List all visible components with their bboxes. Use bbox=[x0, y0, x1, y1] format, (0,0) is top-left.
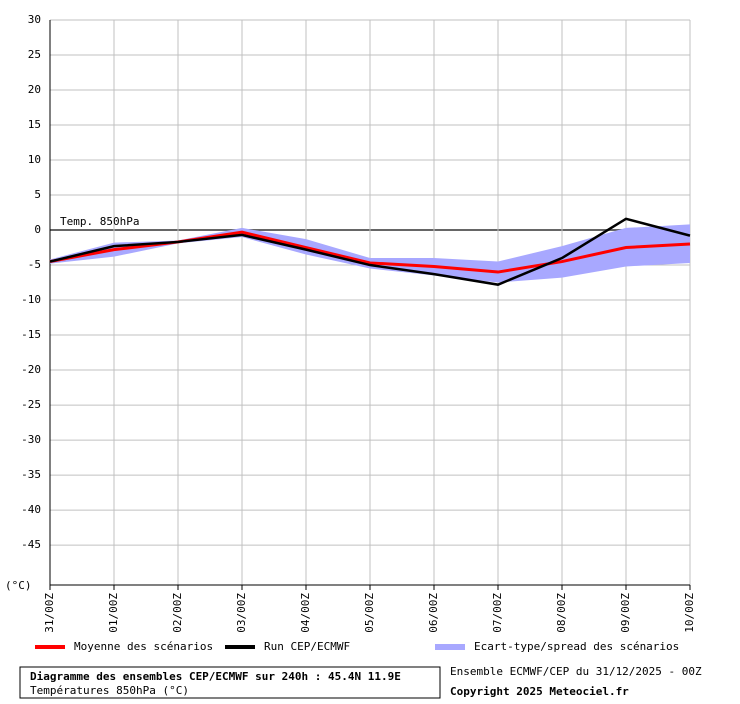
y-tick-label: -45 bbox=[21, 538, 41, 551]
legend-label: Ecart-type/spread des scénarios bbox=[474, 640, 679, 653]
y-tick-label: -5 bbox=[28, 258, 41, 271]
footer-run: Ensemble ECMWF/CEP du 31/12/2025 - 00Z bbox=[450, 665, 702, 678]
x-tick-label: 03/00Z bbox=[235, 593, 248, 633]
x-tick-label: 07/00Z bbox=[491, 593, 504, 633]
footer-box bbox=[19, 666, 441, 699]
y-tick-label: -10 bbox=[21, 293, 41, 306]
annotation: Temp. 850hPa bbox=[60, 215, 139, 228]
y-tick-label: -40 bbox=[21, 503, 41, 516]
x-tick-label: 10/00Z bbox=[683, 593, 696, 633]
x-tick-label: 06/00Z bbox=[427, 593, 440, 633]
y-tick-label: -25 bbox=[21, 398, 41, 411]
legend-label: Run CEP/ECMWF bbox=[264, 640, 350, 653]
series-line bbox=[49, 217, 691, 286]
y-tick-label: -30 bbox=[21, 433, 41, 446]
y-tick-label: 0 bbox=[34, 223, 41, 236]
x-tick-label: 05/00Z bbox=[363, 593, 376, 633]
y-tick-label: 15 bbox=[28, 118, 41, 131]
y-tick-label: -20 bbox=[21, 363, 41, 376]
x-tick-label: 09/00Z bbox=[619, 593, 632, 633]
y-tick-label: 10 bbox=[28, 153, 41, 166]
y-tick-label: -15 bbox=[21, 328, 41, 341]
footer-title: Diagramme des ensembles CEP/ECMWF sur 24… bbox=[30, 670, 401, 683]
x-tick-label: 08/00Z bbox=[555, 593, 568, 633]
y-tick-label: 30 bbox=[28, 13, 41, 26]
grid bbox=[49, 19, 691, 590]
y-tick-label: 25 bbox=[28, 48, 41, 61]
footer-subtitle: Températures 850hPa (°C) bbox=[30, 684, 189, 697]
legend-label: Moyenne des scénarios bbox=[74, 640, 213, 653]
y-tick-label: 5 bbox=[34, 188, 41, 201]
x-tick-label: 04/00Z bbox=[299, 593, 312, 633]
x-tick-label: 01/00Z bbox=[107, 593, 120, 633]
footer-copyright: Copyright 2025 Meteociel.fr bbox=[450, 685, 629, 698]
y-tick-label: 20 bbox=[28, 83, 41, 96]
x-tick-label: 31/00Z bbox=[43, 593, 56, 633]
y-tick-label: -35 bbox=[21, 468, 41, 481]
marks bbox=[49, 217, 691, 286]
y-unit: (°C) bbox=[5, 579, 32, 592]
x-tick-label: 02/00Z bbox=[171, 593, 184, 633]
